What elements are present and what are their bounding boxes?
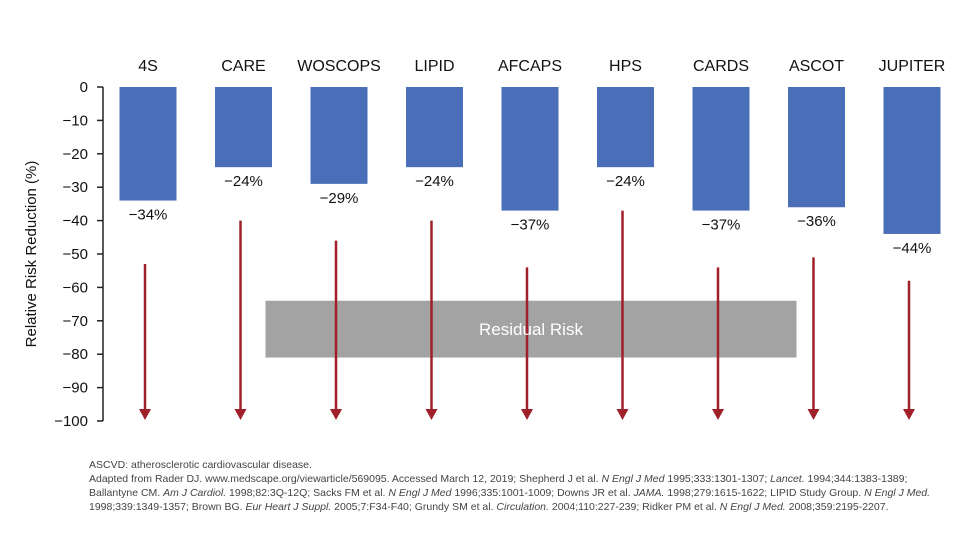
y-ticks: 0 −10 −20 −30 −40 −50 −60 −70 −80 −90 −100 xyxy=(54,79,103,430)
bar-afcaps xyxy=(501,87,559,211)
residual-risk-box xyxy=(265,300,797,358)
residual-risk-label-group: Residual Risk xyxy=(479,320,583,339)
arrow-head xyxy=(330,409,342,420)
bar-ascot xyxy=(788,87,845,208)
bar-jupiter xyxy=(883,87,941,234)
category-label: HPS xyxy=(609,58,642,75)
reference-journal: N Engl J Med. xyxy=(864,487,931,499)
bar-woscops xyxy=(310,87,368,184)
reference-journal: N Engl J Med xyxy=(601,473,665,485)
reference-text: 1994;344:1383-1389; Ballantyne CM. xyxy=(89,473,908,499)
y-tick-label: 0 xyxy=(80,79,88,96)
category-label: WOSCOPS xyxy=(297,58,381,75)
bars xyxy=(119,87,941,234)
arrow-head xyxy=(425,409,438,420)
arrow-head xyxy=(903,409,915,420)
y-tick-label: −100 xyxy=(54,413,88,430)
reference-text: 2004;110:227-239; Ridker PM et al. xyxy=(548,501,720,513)
y-tick-label: −20 xyxy=(63,146,88,163)
y-tick-label: −90 xyxy=(63,380,88,397)
value-labels: −34% −24% −29% −24% −37% −24% −37% −36% −44% xyxy=(129,173,932,257)
bar-care xyxy=(215,87,272,168)
category-label: LIPID xyxy=(414,58,454,75)
y-tick-label: −70 xyxy=(63,313,88,330)
category-label: JUPITER xyxy=(879,58,946,75)
bar-hps xyxy=(597,87,654,168)
y-tick-label: −50 xyxy=(63,246,88,263)
reference-journal: JAMA. xyxy=(633,487,665,499)
reference-journal: N Engl J Med xyxy=(388,487,452,499)
reference-text: 1996;335:1001-1009; Downs JR et al. xyxy=(451,487,634,499)
reference-journal: Eur Heart J Suppl. xyxy=(245,501,332,513)
data-label: −24% xyxy=(415,173,454,190)
category-label: CARE xyxy=(221,58,265,75)
data-label: −34% xyxy=(129,207,168,224)
y-tick-label: −60 xyxy=(63,279,88,296)
reference-journal: N Engl J Med. xyxy=(719,501,786,513)
residual-risk-rect xyxy=(265,300,797,358)
bar-cards xyxy=(692,87,750,211)
footnote-references: Adapted from Rader DJ. www.medscape.org/… xyxy=(89,472,934,514)
y-tick-label: −30 xyxy=(63,179,88,196)
footnote: ASCVD: atherosclerotic cardiovascular di… xyxy=(89,458,934,514)
arrow-head xyxy=(616,409,629,420)
risk-reduction-chart: Relative Risk Reduction (%) 0 −10 −20 −30 −4… xyxy=(23,58,945,430)
arrows xyxy=(139,210,915,420)
data-label: −29% xyxy=(320,190,359,207)
y-tick-label: −10 xyxy=(63,112,88,129)
data-label: −37% xyxy=(702,217,741,234)
reference-text: 2005;7:F34-F40; Grundy SM et al. xyxy=(331,501,497,513)
category-label: CARDS xyxy=(693,58,749,75)
reference-text: 1998;279:1615-1622; LIPID Study Group. xyxy=(664,487,865,499)
y-tick-label: −80 xyxy=(63,346,88,363)
y-tick-label: −40 xyxy=(63,213,88,230)
y-axis-label: Relative Risk Reduction (%) xyxy=(23,161,40,348)
data-label: −24% xyxy=(606,173,645,190)
reference-text: 1995;333:1301-1307; xyxy=(664,473,771,485)
data-label: −36% xyxy=(797,213,836,230)
footnote-abbreviation: ASCVD: atherosclerotic cardiovascular di… xyxy=(89,459,312,471)
data-label: −44% xyxy=(893,240,932,257)
arrow-head xyxy=(521,409,533,420)
reference-journal: Circulation. xyxy=(496,501,549,513)
category-label: ASCOT xyxy=(789,58,844,75)
data-label: −24% xyxy=(224,173,263,190)
reference-journal: Am J Cardiol. xyxy=(163,487,227,499)
reference-text: 1998;339:1349-1357; Brown BG. xyxy=(89,501,246,513)
category-label: 4S xyxy=(138,58,158,75)
arrow-head xyxy=(712,409,724,420)
arrow-head xyxy=(234,409,247,420)
residual-risk-label: Residual Risk xyxy=(479,320,583,339)
arrow-head xyxy=(139,409,151,420)
arrow-head xyxy=(807,409,820,420)
reference-text: Adapted from Rader DJ. www.medscape.org/… xyxy=(89,473,602,485)
bar-lipid xyxy=(406,87,463,168)
reference-journal: Lancet. xyxy=(770,473,805,485)
category-label: AFCAPS xyxy=(498,58,562,75)
reference-text: 2008;359:2195-2207. xyxy=(785,501,889,513)
bar-4s xyxy=(119,87,177,201)
reference-text: 1998;82:3Q-12Q; Sacks FM et al. xyxy=(226,487,389,499)
data-label: −37% xyxy=(511,217,550,234)
category-labels: 4S CARE WOSCOPS LIPID AFCAPS HPS CARDS ASCOT JUP… xyxy=(138,58,945,75)
